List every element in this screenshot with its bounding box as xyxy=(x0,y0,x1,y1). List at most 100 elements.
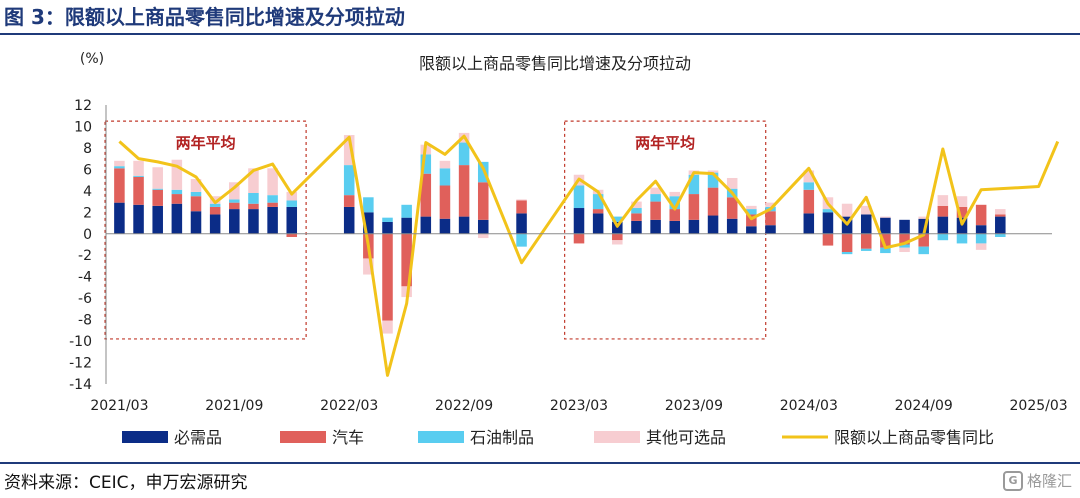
bar-石油制品 xyxy=(918,246,929,255)
bar-必需品 xyxy=(937,216,949,234)
bar-石油制品 xyxy=(573,185,585,209)
bar-石油制品 xyxy=(612,216,623,222)
bar-汽车 xyxy=(937,205,949,217)
x-tick-label: 2024/03 xyxy=(780,398,838,414)
bar-石油制品 xyxy=(650,194,661,202)
bar-汽车 xyxy=(765,211,776,226)
bar-汽车 xyxy=(822,233,834,246)
legend-label: 限额以上商品零售同比 xyxy=(834,428,994,447)
bar-汽车 xyxy=(171,194,183,204)
x-tick-label: 2023/03 xyxy=(550,398,608,414)
bar-石油制品 xyxy=(439,168,451,186)
bar-必需品 xyxy=(363,212,374,234)
bar-必需品 xyxy=(152,205,163,234)
bar-必需品 xyxy=(267,206,278,234)
bar-汽车 xyxy=(841,233,853,253)
bar-石油制品 xyxy=(458,142,470,166)
source-note: 资料来源：CEIC，申万宏源研究 xyxy=(4,473,248,493)
bar-汽车 xyxy=(975,204,987,226)
watermark-logo-icon: G xyxy=(1002,470,1023,491)
bar-石油制品 xyxy=(171,189,183,195)
bar-必需品 xyxy=(995,216,1006,234)
bar-必需品 xyxy=(822,212,834,234)
legend-label: 石油制品 xyxy=(470,428,534,447)
bar-其他可选品 xyxy=(267,168,278,196)
bar-其他可选品 xyxy=(248,168,259,193)
bar-汽车 xyxy=(899,233,910,245)
bar-石油制品 xyxy=(822,209,834,213)
bar-石油制品 xyxy=(209,203,221,207)
bar-石油制品 xyxy=(133,175,144,177)
bar-汽车 xyxy=(918,233,929,247)
bar-必需品 xyxy=(114,202,125,234)
bar-石油制品 xyxy=(229,199,240,203)
bar-必需品 xyxy=(401,217,412,234)
bar-必需品 xyxy=(592,213,604,234)
bar-必需品 xyxy=(860,214,872,234)
bar-其他可选品 xyxy=(439,160,451,169)
bar-其他可选品 xyxy=(114,160,125,167)
bar-必需品 xyxy=(956,217,968,234)
bar-必需品 xyxy=(190,211,202,234)
x-tick-label: 2022/09 xyxy=(435,398,493,414)
bar-石油制品 xyxy=(860,248,872,251)
x-tick-label: 2025/03 xyxy=(1010,398,1068,414)
bar-其他可选品 xyxy=(171,159,183,190)
title-rule xyxy=(0,33,1080,35)
y-axis-unit: (%) xyxy=(80,51,104,67)
annotation-box xyxy=(564,120,767,340)
chart-title: 限额以上商品零售同比增速及分项拉动 xyxy=(419,54,691,73)
bar-其他可选品 xyxy=(516,199,527,201)
bar-必需品 xyxy=(382,221,393,234)
bar-其他可选品 xyxy=(612,240,623,245)
bar-必需品 xyxy=(612,221,623,234)
bar-汽车 xyxy=(209,206,221,215)
y-tick-label: 8 xyxy=(83,141,92,157)
bar-石油制品 xyxy=(286,200,298,207)
bar-必需品 xyxy=(707,215,719,234)
x-tick-label: 2022/03 xyxy=(320,398,378,414)
bar-其他可选品 xyxy=(631,201,642,209)
bar-必需品 xyxy=(765,225,776,234)
bar-其他可选品 xyxy=(650,187,661,195)
bar-必需品 xyxy=(420,216,432,234)
bar-汽车 xyxy=(688,194,700,220)
bar-汽车 xyxy=(248,203,259,210)
chart: 限额以上商品零售同比增速及分项拉动 (%) 两年平均 两年平均 -14 -12 -10… xyxy=(69,51,1068,447)
bar-汽车 xyxy=(707,187,719,216)
bar-必需品 xyxy=(975,225,987,234)
legend-swatch xyxy=(122,431,168,443)
bar-其他可选品 xyxy=(382,320,393,334)
bar-石油制品 xyxy=(841,252,853,255)
bar-石油制品 xyxy=(516,233,527,247)
bar-汽车 xyxy=(880,233,891,248)
bar-其他可选品 xyxy=(956,196,968,207)
y-tick-label: 4 xyxy=(83,184,92,200)
bar-其他可选品 xyxy=(152,167,163,189)
bar-必需品 xyxy=(573,208,585,234)
bar-其他可选品 xyxy=(477,233,489,239)
bar-汽车 xyxy=(401,233,412,287)
bar-必需品 xyxy=(458,216,470,234)
bar-必需品 xyxy=(726,218,738,234)
bar-必需品 xyxy=(439,218,451,234)
figure-title: 图 3：限额以上商品零售同比增速及分项拉动 xyxy=(4,5,405,29)
bar-石油制品 xyxy=(631,208,642,214)
bar-汽车 xyxy=(458,165,470,217)
bar-汽车 xyxy=(995,214,1006,217)
y-tick-label: 2 xyxy=(83,205,92,221)
bar-汽车 xyxy=(477,182,489,220)
x-tick-label: 2021/09 xyxy=(205,398,263,414)
y-tick-label: -2 xyxy=(78,248,92,264)
bar-汽车 xyxy=(956,206,968,218)
bar-其他可选品 xyxy=(975,243,987,250)
bar-汽车 xyxy=(420,173,432,217)
x-tick-label: 2021/03 xyxy=(90,398,148,414)
bar-其他可选品 xyxy=(995,209,1006,215)
bar-汽车 xyxy=(229,202,240,210)
bar-汽车 xyxy=(516,200,527,214)
bar-汽车 xyxy=(382,233,393,321)
bar-必需品 xyxy=(477,219,489,234)
y-tick-label: 0 xyxy=(83,227,92,243)
bar-石油制品 xyxy=(114,166,125,169)
